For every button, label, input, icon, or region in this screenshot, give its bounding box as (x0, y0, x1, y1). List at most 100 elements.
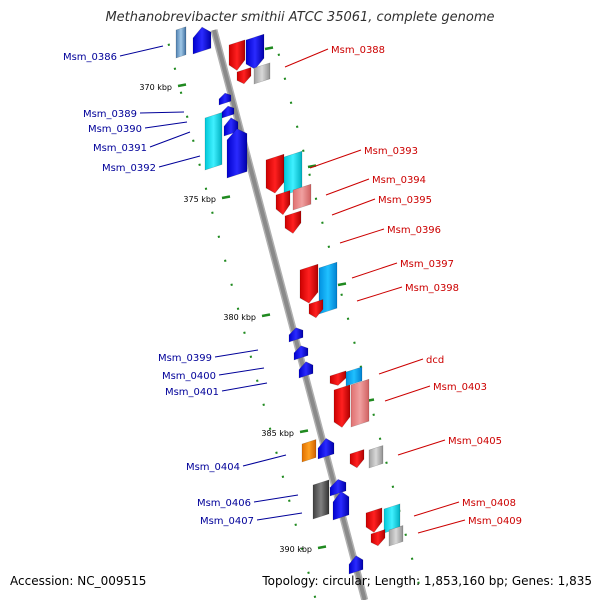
gene-msm-0390 (221, 105, 235, 119)
gene-msm-0393a (265, 153, 285, 194)
label-connector (119, 45, 164, 57)
gene-msm-0388a (228, 39, 246, 71)
gene-label-msm-0392: Msm_0392 (102, 163, 156, 174)
scale-tick (404, 533, 407, 536)
scale-tick (289, 101, 293, 104)
gene-msm-0403a (333, 384, 351, 428)
gene-dcd (345, 366, 363, 387)
scale-tick (167, 43, 171, 46)
scale-tick (372, 413, 375, 416)
gene-msm-0404 (301, 439, 317, 463)
label-connector (149, 131, 191, 148)
gene-msm-0397a (299, 263, 319, 304)
gene-label-msm-0393: Msm_0393 (364, 146, 418, 157)
scale-tick (353, 341, 356, 344)
gene-msm-0388c (245, 33, 265, 70)
scale-tick (281, 475, 285, 478)
scale-tick (243, 331, 246, 334)
scale-tick (391, 485, 395, 488)
scale-label: 390 kbp (279, 545, 312, 554)
label-connector (384, 385, 431, 402)
scale-tick (256, 379, 259, 382)
scale-tick (294, 523, 297, 526)
gene-msm-0386 (175, 26, 187, 59)
scale-tick (300, 547, 304, 550)
scale-tick (346, 317, 350, 320)
scale-tick (268, 427, 272, 430)
scale-tick (236, 307, 240, 310)
label-connector (144, 121, 188, 129)
scale-tick (417, 581, 420, 584)
scale-tick (249, 355, 253, 358)
gene-label-msm-0398: Msm_0398 (405, 283, 459, 294)
gene-msm-0400 (293, 345, 309, 361)
label-connector (378, 358, 424, 375)
scale-label: 380 kbp (223, 313, 256, 322)
accession-text: Accession: NC_009515 (10, 574, 147, 588)
label-connector (242, 454, 287, 467)
label-connector (218, 367, 265, 376)
scale-tick (317, 545, 327, 550)
gene-msm-0405a (349, 449, 365, 469)
label-connector (413, 501, 460, 517)
label-connector (309, 149, 362, 169)
gene-label-msm-0406: Msm_0406 (197, 498, 251, 509)
scale-tick (230, 283, 233, 286)
gene-label-msm-0390: Msm_0390 (88, 124, 142, 135)
gene-msm-0406 (312, 479, 330, 520)
gene-label-msm-0389: Msm_0389 (83, 109, 137, 120)
gene-label-msm-0409: Msm_0409 (468, 516, 522, 527)
label-connector (158, 155, 201, 168)
label-connector (417, 519, 466, 534)
gene-label-msm-0401: Msm_0401 (165, 387, 219, 398)
gene-msm-0388b (236, 67, 252, 85)
gene-msm-0405 (368, 445, 384, 469)
scale-tick (308, 173, 311, 176)
gene-label-msm-0407: Msm_0407 (200, 516, 254, 527)
genome-summary-text: Topology: circular; Length: 1,853,160 bp… (262, 574, 592, 588)
label-connector (351, 262, 398, 279)
scale-tick (288, 499, 291, 502)
gene-msm-0407 (332, 491, 350, 521)
label-connector (214, 349, 259, 358)
gene-msm-0396 (284, 210, 302, 234)
label-connector (356, 286, 403, 302)
gene-label-msm-0391: Msm_0391 (93, 143, 147, 154)
gene-label-msm-0399: Msm_0399 (158, 353, 212, 364)
gene-msm-0404b (317, 438, 335, 460)
gene-msm-0386b (192, 26, 212, 55)
label-connector (397, 439, 446, 456)
gene-msm-0409a (370, 529, 386, 547)
gene-dcd-a (329, 370, 347, 386)
scale-tick (198, 163, 201, 166)
scale-tick (261, 313, 271, 318)
scale-tick (340, 293, 343, 296)
label-connector (325, 178, 370, 196)
gene-msm-0392 (226, 128, 248, 179)
scale-tick (302, 149, 305, 152)
scale-tick (378, 437, 382, 440)
gene-label-msm-0405: Msm_0405 (448, 436, 502, 447)
label-connector (253, 494, 299, 503)
scale-tick (299, 429, 309, 434)
gene-msm-0394a (275, 190, 291, 216)
gene-label-msm-0396: Msm_0396 (387, 225, 441, 236)
gene-label-msm-0400: Msm_0400 (162, 371, 216, 382)
gene-msm-0408a (365, 507, 383, 533)
label-connector (139, 111, 185, 114)
scale-tick (223, 259, 227, 262)
gene-label-msm-0386: Msm_0386 (63, 52, 117, 63)
gene-reverse-next (348, 555, 364, 575)
scale-tick (221, 195, 231, 200)
gene-label-msm-0403: Msm_0403 (433, 382, 487, 393)
gene-label-msm-0395: Msm_0395 (378, 195, 432, 206)
gene-label-msm-0388: Msm_0388 (331, 45, 385, 56)
scale-tick (217, 235, 221, 238)
scale-tick (177, 83, 187, 88)
gene-msm-0407a (329, 479, 347, 497)
scale-tick (359, 365, 363, 368)
label-connector (256, 512, 303, 521)
gene-label-msm-0408: Msm_0408 (462, 498, 516, 509)
gene-label-msm-0394: Msm_0394 (372, 175, 426, 186)
